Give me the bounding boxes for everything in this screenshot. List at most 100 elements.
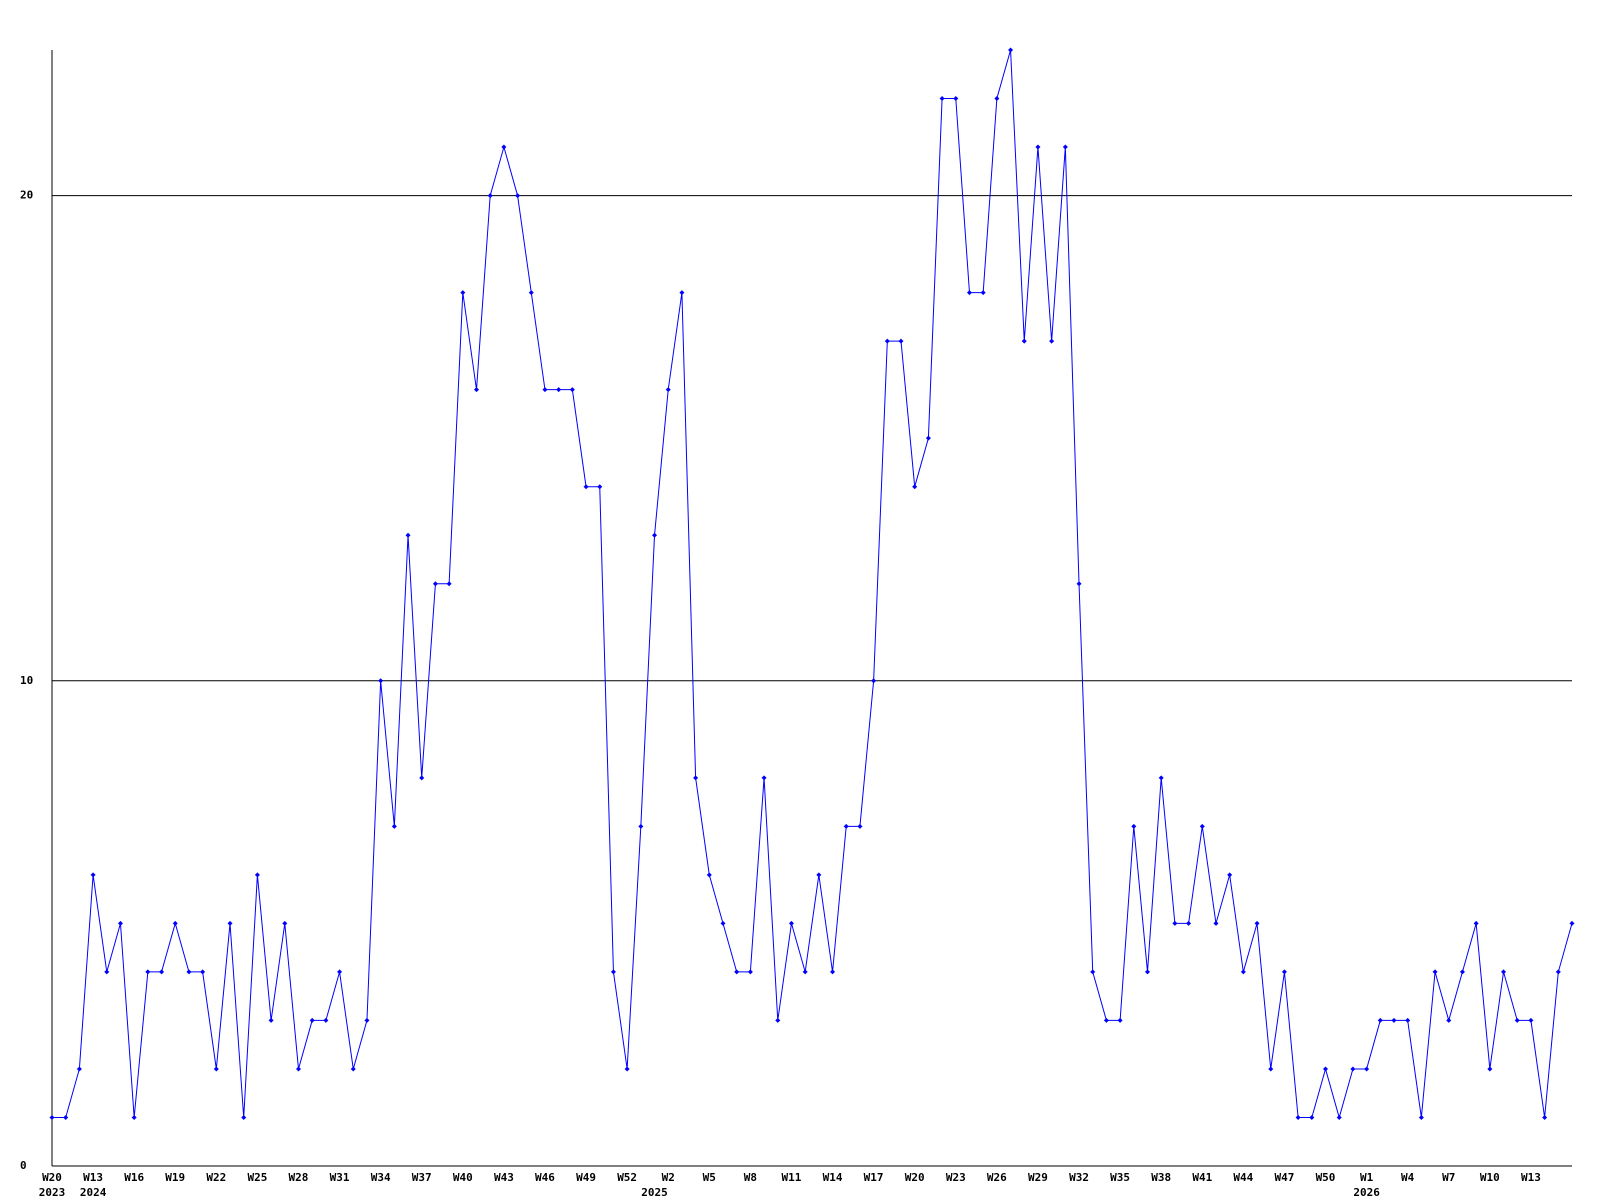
data-point bbox=[282, 920, 288, 926]
data-point bbox=[1501, 969, 1507, 975]
data-point bbox=[871, 678, 877, 684]
data-point bbox=[706, 872, 712, 878]
x-tick-label: W47 bbox=[1274, 1171, 1294, 1184]
data-point bbox=[323, 1017, 329, 1023]
x-tick-label: W46 bbox=[535, 1171, 555, 1184]
x-tick-label: W41 bbox=[1192, 1171, 1212, 1184]
data-point bbox=[569, 387, 575, 393]
x-tick-label: W20 bbox=[905, 1171, 925, 1184]
data-point bbox=[720, 920, 726, 926]
data-point bbox=[1144, 969, 1150, 975]
x-tick-label: W28 bbox=[289, 1171, 309, 1184]
x-tick-label: W44 bbox=[1233, 1171, 1253, 1184]
data-point bbox=[1158, 775, 1164, 781]
data-point bbox=[1323, 1066, 1329, 1072]
data-point bbox=[405, 532, 411, 538]
data-point bbox=[1350, 1066, 1356, 1072]
data-point bbox=[1555, 969, 1561, 975]
data-line bbox=[52, 49, 1573, 1120]
data-point bbox=[1008, 47, 1014, 53]
x-tick-label: W13 bbox=[83, 1171, 103, 1184]
data-point bbox=[1377, 1017, 1383, 1023]
data-point bbox=[638, 823, 644, 829]
x-tick-label: W50 bbox=[1316, 1171, 1336, 1184]
data-point bbox=[652, 532, 658, 538]
data-point bbox=[1364, 1066, 1370, 1072]
data-point bbox=[830, 969, 836, 975]
data-point bbox=[515, 193, 521, 199]
data-point bbox=[295, 1066, 301, 1072]
data-point bbox=[487, 193, 493, 199]
data-point bbox=[432, 581, 438, 587]
x-tick-label: W34 bbox=[371, 1171, 391, 1184]
data-point bbox=[1487, 1066, 1493, 1072]
data-point bbox=[734, 969, 740, 975]
data-point bbox=[63, 1114, 69, 1120]
data-point bbox=[1528, 1017, 1534, 1023]
data-point bbox=[1021, 338, 1027, 344]
x-tick-label: W7 bbox=[1442, 1171, 1455, 1184]
data-point bbox=[391, 823, 397, 829]
x-tick-label: W2 bbox=[662, 1171, 675, 1184]
data-point bbox=[364, 1017, 370, 1023]
data-point bbox=[474, 387, 480, 393]
data-point bbox=[268, 1017, 274, 1023]
data-point bbox=[747, 969, 753, 975]
data-point bbox=[788, 920, 794, 926]
x-tick-label: W10 bbox=[1480, 1171, 1500, 1184]
x-tick-label: W8 bbox=[744, 1171, 757, 1184]
data-point bbox=[1569, 920, 1575, 926]
data-point bbox=[186, 969, 192, 975]
data-point bbox=[679, 290, 685, 296]
data-point bbox=[953, 96, 959, 102]
data-point bbox=[1049, 338, 1055, 344]
data-point bbox=[1459, 969, 1465, 975]
data-point bbox=[1514, 1017, 1520, 1023]
data-point bbox=[350, 1066, 356, 1072]
x-tick-label: W31 bbox=[330, 1171, 350, 1184]
data-point bbox=[213, 1066, 219, 1072]
data-point bbox=[583, 484, 589, 490]
data-point bbox=[90, 872, 96, 878]
data-point bbox=[1446, 1017, 1452, 1023]
data-point bbox=[528, 290, 534, 296]
data-point bbox=[1090, 969, 1096, 975]
data-point bbox=[145, 969, 151, 975]
data-point bbox=[857, 823, 863, 829]
data-point bbox=[994, 96, 1000, 102]
data-point bbox=[624, 1066, 630, 1072]
x-tick-label: W14 bbox=[823, 1171, 843, 1184]
data-point bbox=[1213, 920, 1219, 926]
x-tick-label: W19 bbox=[165, 1171, 185, 1184]
x-tick-label: W25 bbox=[247, 1171, 267, 1184]
data-point bbox=[1062, 144, 1068, 150]
data-point bbox=[200, 969, 206, 975]
x-tick-label: W22 bbox=[206, 1171, 226, 1184]
data-point bbox=[980, 290, 986, 296]
x-tick-label: W40 bbox=[453, 1171, 473, 1184]
x-year-label: 2023 bbox=[39, 1186, 66, 1199]
x-tick-label: W11 bbox=[782, 1171, 802, 1184]
x-tick-label: W37 bbox=[412, 1171, 432, 1184]
data-point bbox=[1240, 969, 1246, 975]
x-tick-label: W17 bbox=[864, 1171, 884, 1184]
data-point bbox=[1418, 1114, 1424, 1120]
data-point bbox=[898, 338, 904, 344]
data-point bbox=[1117, 1017, 1123, 1023]
data-point bbox=[104, 969, 110, 975]
data-point bbox=[1186, 920, 1192, 926]
data-point bbox=[1131, 823, 1137, 829]
x-tick-label: W38 bbox=[1151, 1171, 1171, 1184]
x-tick-label: W13 bbox=[1521, 1171, 1541, 1184]
x-tick-label: W16 bbox=[124, 1171, 144, 1184]
data-point bbox=[802, 969, 808, 975]
data-point bbox=[1281, 969, 1287, 975]
data-point bbox=[843, 823, 849, 829]
data-point bbox=[1254, 920, 1260, 926]
y-tick-label: 10 bbox=[20, 674, 33, 687]
data-point bbox=[131, 1114, 137, 1120]
x-tick-label: W35 bbox=[1110, 1171, 1130, 1184]
data-point bbox=[542, 387, 548, 393]
x-tick-label: W29 bbox=[1028, 1171, 1048, 1184]
